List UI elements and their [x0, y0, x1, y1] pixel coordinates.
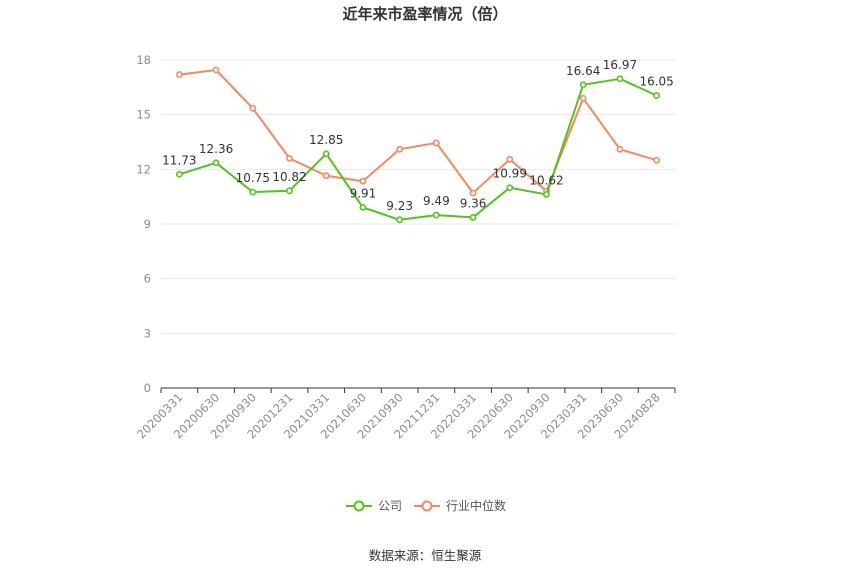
- data-label: 10.62: [529, 173, 563, 187]
- data-point: [432, 211, 440, 219]
- data-label: 11.73: [162, 153, 196, 167]
- data-point: [212, 159, 220, 167]
- y-tick-label: 0: [144, 381, 151, 395]
- y-tick-label: 12: [136, 162, 151, 176]
- data-point: [396, 145, 404, 153]
- legend[interactable]: 公司 行业中位数: [346, 498, 506, 513]
- data-label: 16.97: [603, 58, 637, 72]
- legend-label: 公司: [378, 499, 402, 513]
- data-point: [286, 154, 293, 162]
- data-point: [396, 216, 404, 224]
- x-axis: 2020033120200630202009302020123120210331…: [134, 387, 676, 442]
- data-point: [175, 170, 183, 178]
- data-point: [579, 94, 587, 102]
- grid: [161, 59, 675, 334]
- y-tick-label: 9: [144, 217, 151, 231]
- data-point: [249, 104, 257, 112]
- data-label: 9.49: [423, 194, 450, 208]
- data-label: 12.85: [309, 133, 343, 147]
- data-point: [653, 92, 661, 99]
- y-tick-label: 18: [136, 53, 151, 67]
- data-point: [506, 155, 514, 163]
- data-point: [469, 214, 477, 221]
- data-label: 12.36: [199, 142, 233, 156]
- data-point: [543, 191, 550, 198]
- data-point: [322, 172, 330, 180]
- source-note: 数据来源：恒生聚源: [369, 548, 482, 563]
- data-point: [286, 187, 293, 195]
- data-point: [432, 139, 440, 147]
- data-point: [359, 204, 367, 211]
- y-tick-label: 15: [136, 108, 151, 122]
- data-point: [175, 71, 183, 78]
- data-label: 9.91: [350, 186, 377, 200]
- data-label: 10.99: [493, 167, 527, 181]
- data-label: 16.64: [566, 64, 600, 78]
- data-point: [212, 66, 220, 74]
- data-point: [616, 75, 624, 83]
- data-point: [616, 145, 624, 153]
- data-point: [249, 188, 257, 196]
- legend-item[interactable]: 公司: [346, 499, 402, 513]
- data-point: [653, 156, 661, 164]
- data-label: 9.36: [460, 196, 487, 210]
- legend-marker: [353, 500, 365, 512]
- y-tick-label: 6: [144, 272, 151, 286]
- data-point: [469, 189, 477, 197]
- data-point: [359, 177, 367, 185]
- y-tick-label: 3: [144, 326, 151, 340]
- data-point: [322, 150, 330, 158]
- data-label: 9.23: [386, 199, 413, 213]
- legend-marker: [421, 500, 433, 512]
- series-line: [179, 69, 657, 194]
- chart-title: 近年来市盈率情况（倍）: [342, 5, 507, 23]
- data-label: 10.82: [272, 170, 306, 184]
- series-line: [179, 77, 658, 221]
- legend-item[interactable]: 行业中位数: [414, 498, 506, 513]
- data-label: 10.75: [236, 171, 270, 185]
- data-point: [506, 184, 514, 192]
- legend-label: 行业中位数: [446, 498, 506, 513]
- data-label: 16.05: [639, 75, 673, 89]
- data-point: [579, 81, 587, 89]
- y-axis: 0 3 6 9 12 15 18: [136, 53, 151, 395]
